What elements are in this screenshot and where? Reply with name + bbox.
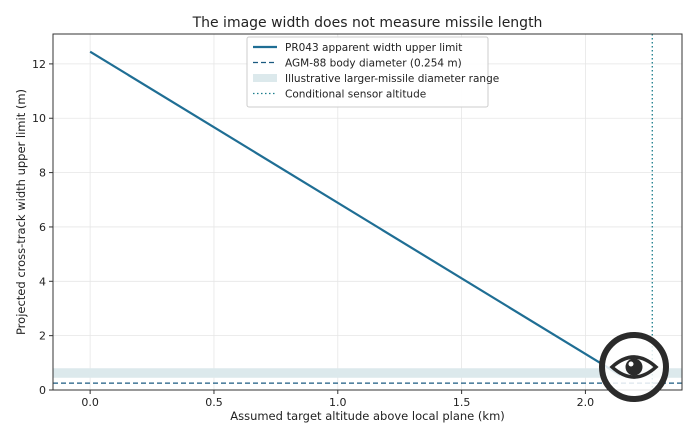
x-tick-label: 0.5 — [205, 396, 223, 409]
width-upper-limit-line — [89, 50, 621, 376]
x-tick-label: 1.0 — [329, 396, 347, 409]
y-tick-label: 4 — [39, 275, 46, 288]
eye-icon-iris — [625, 358, 643, 376]
legend-box — [246, 36, 489, 108]
x-tick-label: 1.5 — [453, 396, 471, 409]
y-tick-label: 12 — [32, 58, 46, 71]
y-axis-ticks: 0 2 4 6 8 10 12 — [32, 58, 53, 397]
chart-title: The image width does not measure missile… — [192, 15, 543, 31]
series-layer — [53, 34, 682, 390]
x-tick-label: 2.0 — [577, 396, 595, 409]
y-tick-label: 10 — [32, 112, 46, 125]
x-tick-label: 0.0 — [81, 396, 99, 409]
y-axis-label: Projected cross-track width upper limit … — [14, 89, 28, 335]
legend-label: AGM-88 body diameter (0.254 m) — [285, 58, 462, 70]
legend: PR043 apparent width upper limit AGM-88 b… — [246, 36, 499, 108]
y-tick-label: 0 — [39, 384, 46, 397]
x-axis-label: Assumed target altitude above local plan… — [230, 409, 505, 423]
eye-icon — [599, 332, 669, 402]
eye-icon-outline — [609, 355, 659, 379]
band-layer — [53, 368, 682, 378]
legend-label: PR043 apparent width upper limit — [285, 42, 462, 54]
diameter-range-band — [53, 368, 682, 378]
x-axis-ticks: 0.0 0.5 1.0 1.5 2.0 — [81, 390, 594, 409]
legend-label: Conditional sensor altitude — [285, 89, 426, 101]
legend-label: Illustrative larger-missile diameter ran… — [285, 73, 499, 85]
plot-area-frame — [52, 33, 683, 391]
eye-icon-glint — [628, 361, 634, 367]
y-tick-label: 6 — [39, 221, 46, 234]
y-tick-label: 2 — [39, 330, 46, 343]
y-tick-label: 8 — [39, 167, 46, 180]
legend-swatch — [253, 74, 277, 82]
